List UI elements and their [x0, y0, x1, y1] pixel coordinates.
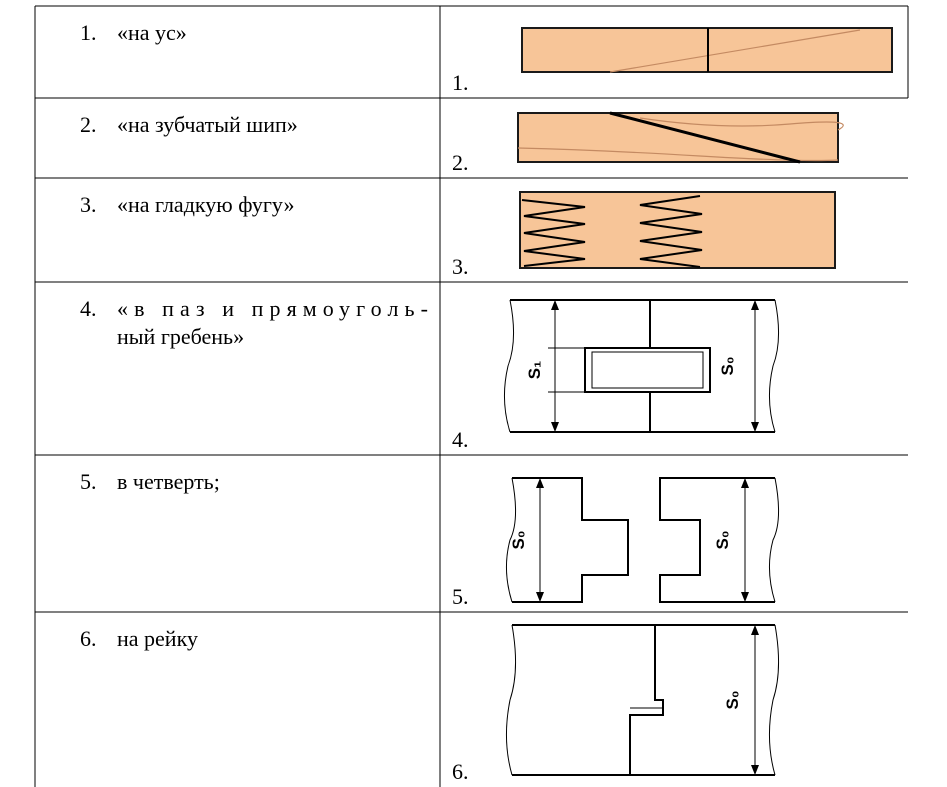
figure-number: 1. [452, 70, 469, 95]
item-text: на рейку [117, 626, 198, 651]
item-number: 3. [80, 192, 97, 217]
figure-number: 6. [452, 759, 469, 784]
dimension-label: S₁ [525, 361, 544, 379]
figure-3 [519, 191, 836, 269]
figure-number: 4. [452, 427, 469, 452]
item-text: «в паз и прямоуголь- [117, 296, 428, 321]
item-number: 1. [80, 20, 97, 45]
figure-6 [505, 624, 780, 776]
item-text: «на зубчатый шип» [117, 112, 298, 137]
figure-4 [503, 299, 780, 433]
dimension-label: S₀ [718, 356, 737, 375]
table-borders [34, 5, 909, 787]
figure-5 [506, 477, 780, 603]
item-number: 6. [80, 626, 97, 651]
figure-2 [517, 111, 844, 164]
item-text: в четверть; [117, 469, 220, 494]
figure-number: 2. [452, 150, 469, 175]
dimension-label: S₀ [723, 690, 742, 709]
figure-1 [521, 27, 893, 73]
item-text: «на гладкую фугу» [117, 192, 294, 217]
item-number: 2. [80, 112, 97, 137]
item-text: ный гребень» [117, 324, 244, 349]
item-text: «на ус» [117, 20, 187, 45]
dimension-label: S₀ [713, 530, 732, 549]
figure-number: 5. [452, 584, 469, 609]
item-number: 4. [80, 296, 97, 321]
figure-number: 3. [452, 254, 469, 279]
item-number: 5. [80, 469, 97, 494]
dimension-label: S₀ [509, 530, 528, 549]
